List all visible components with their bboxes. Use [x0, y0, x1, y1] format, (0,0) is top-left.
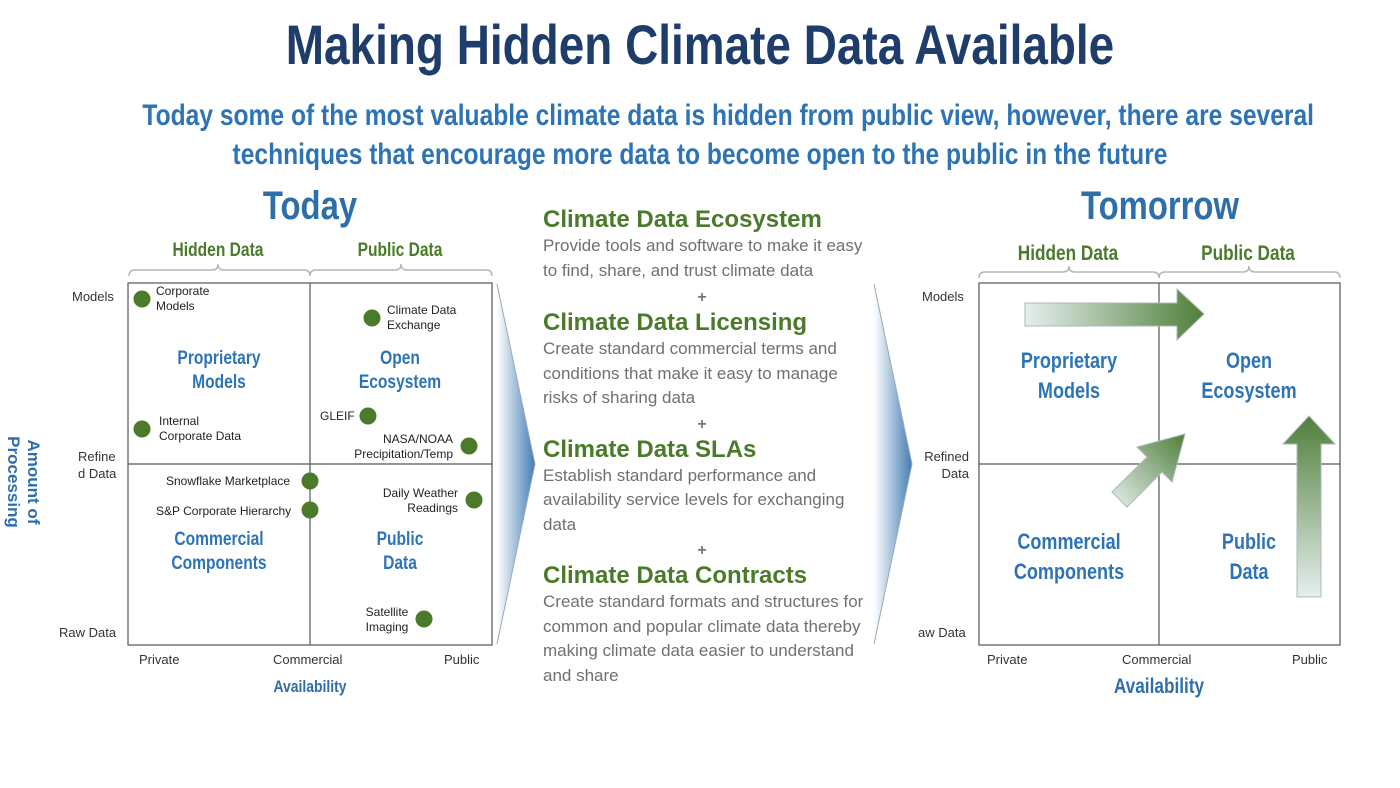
label-satellite-imaging: Satellite Imaging [365, 605, 409, 634]
tomorrow-hidden-bracket [978, 265, 1160, 279]
tomorrow-x-tick-public: Public [1292, 652, 1328, 667]
today-public-bracket [309, 263, 493, 277]
page-title: Making Hidden Climate Data Available [285, 13, 1115, 76]
arrow-diagonal-icon [1111, 433, 1186, 508]
label-sp-hierarchy: S&P Corporate Hierarchy [156, 504, 292, 518]
label-climate-data-exchange: Climate Data Exchange [387, 303, 457, 332]
right-chevron [874, 284, 912, 644]
point-climate-data-exchange [363, 309, 381, 327]
plus-separator: + [697, 542, 707, 559]
today-quadrant-public-data: Public Data [376, 529, 424, 574]
tomorrow-quadrant-open-ecosystem: Open Ecosystem [1201, 348, 1297, 403]
point-satellite-imaging [415, 610, 433, 628]
tomorrow-quadrant-public-data: Public Data [1221, 529, 1277, 584]
arrow-up-icon [1281, 415, 1337, 598]
point-daily-weather [465, 491, 483, 509]
tomorrow-quadrant-commercial-components: Commercial Components [1013, 529, 1125, 584]
point-internal-corporate-data [133, 420, 151, 438]
today-y-tick-raw: Raw Data [59, 625, 117, 640]
tomorrow-x-tick-commercial: Commercial [1122, 652, 1192, 667]
today-x-tick-commercial: Commercial [273, 652, 343, 667]
today-x-tick-public: Public [444, 652, 480, 667]
point-nasa-noaa [460, 437, 478, 455]
tomorrow-y-tick-raw: aw Data [918, 625, 966, 640]
today-quadrant-commercial-components: Commercial Components [171, 529, 267, 574]
tomorrow-public-data-label: Public Data [1201, 242, 1295, 265]
tomorrow-public-bracket [1158, 265, 1341, 279]
today-heading: Today [262, 184, 358, 228]
today-quadrant-open-ecosystem: Open Ecosystem [358, 348, 442, 393]
today-y-tick-models: Models [72, 289, 114, 304]
tomorrow-quadrant-proprietary-models: Proprietary Models [1020, 348, 1118, 403]
today-x-tick-private: Private [139, 652, 180, 667]
technique-ecosystem: Climate Data Ecosystem Provide tools and… [543, 206, 863, 280]
label-daily-weather: Daily Weather Readings [382, 486, 458, 515]
label-internal-corporate-data: Internal Corporate Data [159, 414, 242, 443]
left-chevron [497, 284, 535, 644]
point-sp-hierarchy [301, 501, 319, 519]
technique-licensing: Climate Data Licensing Create standard c… [543, 309, 838, 407]
tomorrow-x-tick-private: Private [987, 652, 1028, 667]
today-x-axis-title: Availability [273, 677, 347, 696]
today-quadrant-proprietary-models: Proprietary Models [177, 348, 261, 393]
today-hidden-bracket [128, 263, 311, 277]
page-subtitle: Today some of the most valuable climate … [142, 99, 1315, 171]
plus-separator: + [697, 415, 707, 433]
label-corporate-models: Corporate Models [156, 284, 210, 313]
today-y-axis-title: Amount of Processing [4, 436, 43, 528]
point-snowflake [301, 472, 319, 490]
label-snowflake: Snowflake Marketplace [166, 474, 291, 488]
techniques-list: Climate Data Ecosystem Provide tools and… [543, 206, 873, 688]
today-y-tick-refined: Refine d Data [78, 449, 117, 481]
tomorrow-hidden-data-label: Hidden Data [1017, 242, 1119, 265]
label-gleif: GLEIF [320, 409, 355, 423]
technique-slas: Climate Data SLAs Establish standard per… [543, 435, 845, 534]
arrow-right-icon [1024, 287, 1205, 342]
tomorrow-x-axis-title: Availability [1113, 675, 1205, 698]
point-gleif [359, 407, 377, 425]
today-points [133, 290, 483, 628]
today-public-data-label: Public Data [357, 240, 443, 261]
label-nasa-noaa: NASA/NOAA Precipitation/Temp [354, 432, 453, 461]
tomorrow-y-tick-refined: Refined Data [924, 449, 969, 481]
technique-contracts: Climate Data Contracts Create standard f… [543, 562, 864, 685]
today-hidden-data-label: Hidden Data [172, 240, 264, 261]
tomorrow-heading: Tomorrow [1081, 184, 1239, 228]
tomorrow-y-tick-models: Models [922, 289, 964, 304]
point-corporate-models [133, 290, 151, 308]
plus-separator: + [697, 289, 707, 306]
